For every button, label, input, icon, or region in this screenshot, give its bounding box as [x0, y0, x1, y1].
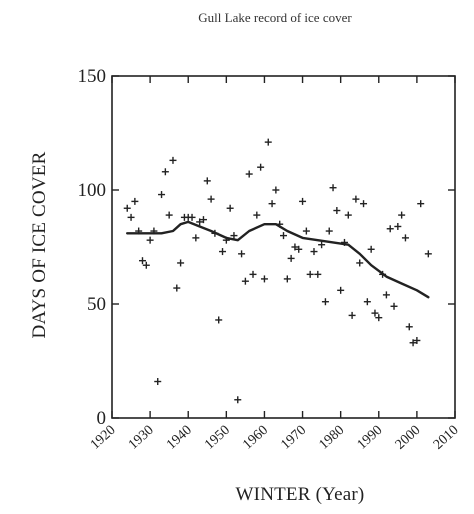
data-point [321, 298, 329, 306]
data-point [291, 243, 299, 251]
data-point [375, 314, 383, 322]
y-tick-label: 150 [78, 66, 107, 87]
data-point [199, 216, 207, 224]
data-point [325, 227, 333, 235]
data-point [131, 197, 139, 205]
data-point [234, 396, 242, 404]
data-point [249, 270, 257, 278]
data-point [333, 207, 341, 215]
data-point [409, 339, 417, 347]
trend-line [126, 220, 430, 299]
trend-layer [126, 220, 430, 299]
data-point [299, 197, 307, 205]
data-point [417, 200, 425, 208]
data-point [169, 156, 177, 164]
data-point [367, 245, 375, 253]
x-tick-label: 1990 [355, 423, 386, 453]
x-tick-label: 1930 [126, 423, 157, 453]
y-tick-label: 0 [97, 408, 107, 429]
data-point [203, 177, 211, 185]
x-tick-label: 1970 [278, 423, 309, 453]
y-axis-label: DAYS OF ICE COVER [29, 151, 50, 338]
y-tick-label: 50 [87, 294, 106, 315]
data-point [337, 286, 345, 294]
data-point [348, 311, 356, 319]
x-axis-ticks: 1920 1930 1940 1950 1960 1970 1980 1990 2000 2010 [88, 76, 462, 453]
data-point [268, 200, 276, 208]
data-point [226, 204, 234, 212]
y-tick-label: 100 [78, 180, 107, 201]
data-point [192, 234, 200, 242]
data-point [127, 213, 135, 221]
data-point [398, 211, 406, 219]
x-axis-label: WINTER (Year) [236, 484, 365, 505]
data-point [219, 248, 227, 256]
plot-frame [111, 75, 456, 419]
data-point [123, 204, 131, 212]
chart-title: Gull Lake record of ice cover [198, 10, 352, 25]
data-point [363, 298, 371, 306]
x-tick-label: 1920 [88, 423, 119, 453]
data-point [260, 275, 268, 283]
data-point [329, 184, 337, 192]
data-point [253, 211, 261, 219]
data-point [306, 270, 314, 278]
data-point [344, 211, 352, 219]
x-tick-label: 2010 [431, 423, 462, 453]
data-point [165, 211, 173, 219]
data-point [215, 316, 223, 324]
x-tick-label: 1950 [202, 423, 233, 453]
x-tick-label: 1960 [240, 423, 271, 453]
data-point [386, 225, 394, 233]
data-point [352, 195, 360, 203]
data-point [196, 218, 204, 226]
data-point [230, 232, 238, 240]
data-point [295, 245, 303, 253]
data-point [283, 275, 291, 283]
data-points [123, 138, 432, 404]
data-point [310, 248, 318, 256]
data-point [177, 259, 185, 267]
data-point [245, 170, 253, 178]
data-point [302, 227, 310, 235]
data-point [394, 222, 402, 230]
data-point [382, 291, 390, 299]
data-point [424, 250, 432, 258]
data-point [238, 250, 246, 258]
data-point [318, 241, 326, 249]
data-point [146, 236, 154, 244]
data-point [188, 213, 196, 221]
data-point [257, 163, 265, 171]
data-point [401, 234, 409, 242]
y-axis-ticks: 0 50 100 150 [78, 66, 455, 429]
data-point [173, 284, 181, 292]
data-point [314, 270, 322, 278]
data-point [272, 186, 280, 194]
data-point [241, 277, 249, 285]
x-tick-label: 1940 [164, 423, 195, 453]
x-tick-label: 1980 [316, 423, 347, 453]
data-point [158, 191, 166, 199]
data-point [161, 168, 169, 176]
data-point [371, 309, 379, 317]
data-point [390, 302, 398, 310]
data-point [413, 336, 421, 344]
data-point [138, 257, 146, 265]
data-point [356, 259, 364, 267]
data-point [280, 232, 287, 240]
data-point [207, 195, 215, 203]
data-point [287, 254, 295, 262]
data-point [405, 323, 413, 331]
data-point [360, 200, 368, 208]
data-point [264, 138, 272, 146]
x-tick-label: 2000 [393, 423, 424, 453]
data-point [154, 378, 162, 386]
data-point [142, 261, 150, 269]
